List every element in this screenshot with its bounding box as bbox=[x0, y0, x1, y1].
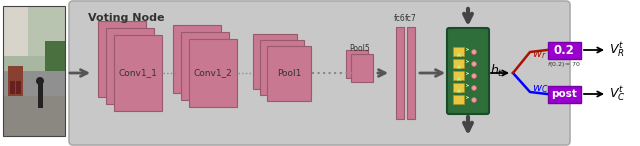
Text: $w_C$: $w_C$ bbox=[532, 83, 548, 95]
Text: Voting Node: Voting Node bbox=[88, 13, 164, 23]
Circle shape bbox=[472, 49, 477, 54]
Text: Conv1_2: Conv1_2 bbox=[194, 68, 232, 78]
Text: Pool5: Pool5 bbox=[349, 44, 371, 53]
Bar bbox=[3, 56, 65, 71]
Circle shape bbox=[472, 98, 477, 102]
FancyBboxPatch shape bbox=[447, 28, 489, 114]
Text: $h_t$: $h_t$ bbox=[490, 63, 504, 79]
Bar bbox=[453, 47, 464, 56]
Bar bbox=[253, 33, 297, 88]
FancyBboxPatch shape bbox=[547, 41, 580, 59]
Bar bbox=[114, 35, 162, 111]
Text: post: post bbox=[551, 89, 577, 99]
Bar bbox=[453, 71, 464, 80]
Text: $w_r$: $w_r$ bbox=[532, 49, 547, 61]
Bar bbox=[396, 27, 404, 119]
Bar bbox=[189, 39, 237, 107]
Bar bbox=[106, 28, 154, 104]
Bar bbox=[346, 50, 368, 78]
Text: $f(0.2)=70$: $f(0.2)=70$ bbox=[547, 60, 581, 69]
Bar bbox=[38, 83, 43, 108]
FancyBboxPatch shape bbox=[547, 86, 580, 102]
Text: Conv1_1: Conv1_1 bbox=[118, 68, 157, 78]
Bar bbox=[260, 40, 304, 94]
Circle shape bbox=[472, 73, 477, 79]
Bar bbox=[3, 6, 65, 71]
Bar bbox=[173, 25, 221, 93]
Bar bbox=[8, 66, 23, 96]
Bar bbox=[98, 21, 146, 97]
Bar bbox=[351, 54, 373, 82]
Bar bbox=[453, 83, 464, 92]
Bar bbox=[267, 46, 311, 100]
Circle shape bbox=[36, 77, 44, 85]
Text: 0.2: 0.2 bbox=[554, 44, 575, 57]
Bar bbox=[10, 81, 15, 94]
Bar bbox=[407, 27, 415, 119]
Bar bbox=[45, 41, 65, 71]
Circle shape bbox=[472, 86, 477, 91]
Bar bbox=[453, 59, 464, 68]
FancyBboxPatch shape bbox=[69, 1, 570, 145]
Bar bbox=[453, 95, 464, 104]
Bar bbox=[16, 81, 21, 94]
Text: fc6: fc6 bbox=[394, 14, 406, 23]
Bar bbox=[3, 6, 65, 136]
Text: Pool1: Pool1 bbox=[277, 68, 301, 78]
Bar bbox=[181, 32, 229, 100]
Text: $V_C^t$: $V_C^t$ bbox=[609, 84, 626, 104]
Text: $V_R^t$: $V_R^t$ bbox=[609, 40, 625, 60]
Bar bbox=[3, 6, 28, 56]
Text: fc7: fc7 bbox=[405, 14, 417, 23]
Circle shape bbox=[472, 61, 477, 66]
Bar bbox=[3, 71, 65, 136]
Bar bbox=[3, 96, 65, 136]
